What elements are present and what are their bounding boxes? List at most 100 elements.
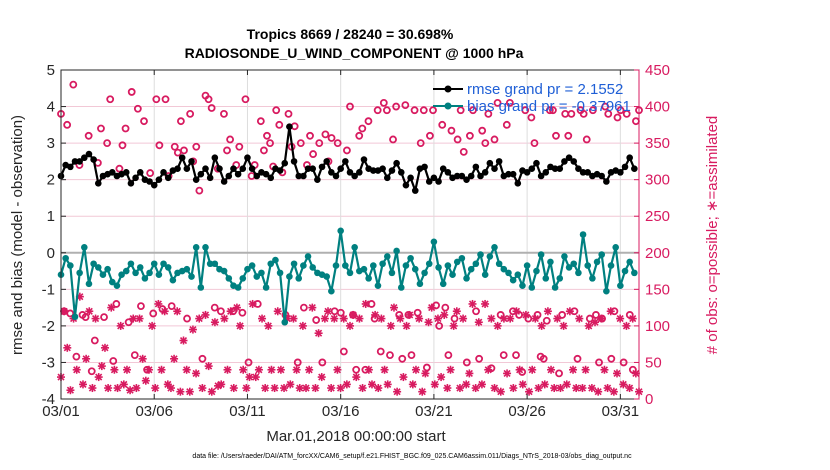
rmse-marker [509, 170, 517, 178]
rmse-marker [295, 172, 303, 180]
obs-assimilated-marker [584, 321, 593, 330]
rmse-marker [444, 169, 452, 176]
obs-assimilated-marker [597, 314, 606, 323]
obs-possible-marker [619, 358, 628, 367]
obs-possible-marker [103, 139, 112, 148]
rmse-marker [430, 174, 438, 182]
obs-possible-marker [118, 141, 127, 150]
obs-assimilated-marker [327, 384, 336, 393]
bias-marker [90, 260, 97, 268]
rmse-marker [505, 170, 512, 178]
y-tick-label-right: 200 [645, 245, 670, 262]
bias-marker [365, 275, 372, 282]
obs-possible-marker [260, 146, 268, 155]
rmse-marker [393, 159, 400, 167]
bias-marker [467, 265, 475, 273]
obs-assimilated-marker [433, 314, 442, 323]
rmse-marker [174, 165, 181, 172]
rmse-marker [458, 172, 466, 180]
y-tick-label-left: 0 [47, 245, 55, 262]
obs-assimilated-marker [264, 321, 273, 330]
rmse-marker [472, 163, 480, 171]
obs-possible-marker [401, 101, 410, 109]
y-tick-label-right: 50 [645, 354, 662, 371]
rmse-marker [631, 165, 638, 172]
bias-marker [593, 258, 601, 266]
bias-marker [141, 275, 149, 282]
obs-possible-marker [198, 354, 207, 363]
bias-marker [547, 258, 554, 266]
rmse-marker [537, 172, 545, 180]
obs-assimilated-marker [581, 365, 590, 374]
obs-assimilated-marker [179, 336, 188, 345]
bias-marker [94, 264, 102, 271]
obs-possible-marker [444, 351, 453, 360]
obs-assimilated-marker [298, 321, 307, 330]
obs-possible-marker [416, 139, 425, 148]
y-tick-label-right: 150 [645, 281, 670, 298]
rmse-marker [318, 163, 326, 171]
obs-possible-marker [632, 117, 640, 126]
obs-possible-marker [309, 150, 318, 158]
obs-assimilated-marker [232, 303, 241, 312]
bias-marker [383, 253, 391, 260]
plot-frame [60, 69, 640, 400]
obs-possible-marker [293, 358, 302, 367]
obs-assimilated-marker [78, 380, 87, 389]
bias-marker [453, 258, 461, 266]
bias-marker [192, 243, 200, 251]
obs-assimilated-marker [223, 365, 232, 374]
obs-possible-marker [585, 314, 594, 323]
rmse-marker [360, 156, 368, 163]
obs-assimilated-marker [339, 314, 348, 323]
obs-assimilated-marker [63, 343, 72, 352]
obs-possible-marker [552, 131, 560, 140]
bias-marker [589, 275, 596, 282]
legend-bias-label: bias grand pr = -0.37961 [467, 98, 631, 115]
obs-assimilated-marker [358, 384, 367, 393]
obs-assimilated-marker [135, 314, 144, 323]
obs-assimilated-marker [518, 380, 527, 389]
bias-marker [206, 260, 214, 268]
obs-possible-marker [567, 109, 576, 118]
rmse-marker [188, 158, 195, 165]
obs-possible-marker [173, 148, 182, 157]
bias-marker [85, 280, 93, 288]
obs-possible-marker [90, 336, 99, 345]
y-tick-label-left: -4 [42, 391, 55, 408]
obs-assimilated-marker [396, 314, 405, 323]
obs-possible-marker [549, 106, 557, 115]
obs-possible-marker [604, 109, 613, 118]
obs-assimilated-marker [188, 325, 197, 334]
obs-assimilated-marker [85, 307, 94, 316]
obs-assimilated-marker [126, 386, 135, 395]
bias-marker [248, 262, 256, 269]
rmse-marker [323, 158, 330, 165]
obs-possible-marker [177, 117, 185, 126]
obs-assimilated-marker [547, 365, 556, 374]
rmse-marker [370, 167, 377, 174]
rmse-marker [388, 167, 396, 174]
rmse-marker [542, 169, 550, 176]
bias-marker [481, 271, 489, 279]
y-axis-label-left: rmse and bias (model - observation) [9, 115, 26, 355]
obs-possible-marker [100, 313, 108, 322]
rmse-marker [402, 181, 410, 189]
obs-assimilated-marker [364, 365, 373, 374]
bias-marker [416, 280, 424, 288]
obs-possible-marker [539, 354, 548, 363]
rmse-marker [514, 180, 522, 187]
obs-assimilated-marker [336, 384, 345, 393]
bias-marker [290, 260, 298, 268]
obs-possible-marker [216, 307, 225, 316]
obs-assimilated-marker [430, 380, 439, 389]
bias-marker [188, 273, 195, 280]
bias-marker [598, 251, 606, 258]
x-tick-label: 03/11 [229, 403, 265, 420]
bias-marker [202, 243, 209, 251]
bias-marker [486, 253, 494, 260]
obs-assimilated-marker [352, 373, 361, 382]
rmse-marker [76, 158, 83, 165]
rmse-marker [85, 150, 93, 158]
bias-marker [360, 265, 368, 273]
